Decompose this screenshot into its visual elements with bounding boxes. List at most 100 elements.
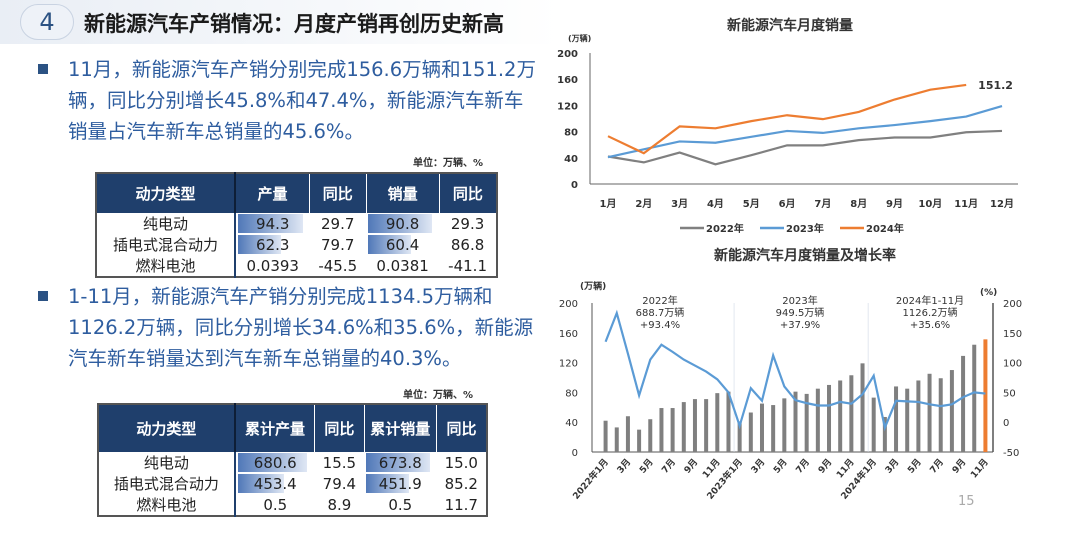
- table-cell: 94.3: [235, 213, 309, 234]
- y2-tick-label: -50: [1003, 448, 1019, 459]
- sales-bar: [972, 344, 977, 452]
- table-cell: 8.9: [315, 494, 364, 516]
- y-tick-label: 40: [564, 154, 578, 165]
- table-row: 纯电动 680.6 15.5 673.8 15.0: [98, 452, 487, 473]
- table-cell: 11.7: [437, 494, 487, 516]
- data-bar: [238, 235, 281, 254]
- cell-text: 680.6: [253, 453, 297, 472]
- cell-text: 0.5: [263, 495, 288, 514]
- page-title: 新能源汽车产销情况：月度产销再创历史新高: [84, 12, 504, 36]
- sales-bar: [637, 429, 642, 452]
- table-cell: -45.5: [309, 255, 366, 277]
- x-tick-label: 7月: [928, 457, 946, 476]
- data-label: 151.2: [978, 79, 1013, 92]
- sales-bar: [625, 416, 630, 452]
- y-tick-label: 80: [564, 128, 578, 139]
- x-tick-label: 5月: [743, 198, 760, 210]
- x-tick-label: 9月: [816, 457, 834, 476]
- ytd-table: 动力类型 累计产量 同比 累计销量 同比 纯电动 680.6 15.5 673.8 15.0 插电式…: [97, 403, 488, 517]
- sales-bar: [737, 421, 742, 452]
- table-cell: 451.9: [364, 473, 437, 494]
- table-cell: 燃料电池: [96, 255, 237, 277]
- x-tick-label: 6月: [779, 198, 796, 210]
- annotation-label: 2022年: [642, 294, 677, 307]
- annotation-growth: +37.9%: [780, 320, 820, 331]
- x-tick-label: 10月: [918, 198, 942, 210]
- table-cell: 纯电动: [96, 213, 237, 234]
- november-table: 动力类型 产量 同比 销量 同比 纯电动 94.3 29.7 90.8 29.3 插电式混合动力 62…: [95, 172, 498, 278]
- cell-text: 11.7: [444, 495, 478, 514]
- page-number: 15: [958, 494, 975, 509]
- x-tick-label: 11月: [834, 457, 856, 481]
- x-tick-label: 7月: [660, 457, 678, 476]
- table-header-row: 动力类型 累计产量 同比 累计销量 同比: [98, 404, 488, 452]
- data-bar: [366, 474, 409, 493]
- cell-text: 燃料电池: [136, 496, 197, 514]
- cell-text: 燃料电池: [135, 257, 196, 275]
- cell-text: 纯电动: [143, 454, 189, 472]
- annotation-growth: +35.6%: [910, 320, 950, 331]
- annotation-total: 949.5万辆: [776, 306, 825, 319]
- cell-text: 79.7: [321, 235, 355, 254]
- y2-tick-label: 100: [1003, 359, 1022, 370]
- table-row: 插电式混合动力 453.4 79.4 451.9 85.2: [98, 473, 487, 494]
- cell-text: 85.2: [444, 474, 478, 493]
- y-axis-label: (万辆): [568, 33, 591, 43]
- table-cell: 15.0: [437, 452, 487, 473]
- header-bar: [0, 0, 560, 44]
- legend-label: 2024年: [866, 222, 904, 235]
- cell-text: 86.8: [450, 235, 485, 254]
- sales-bar: [648, 419, 653, 452]
- sales-bar: [726, 391, 731, 452]
- x-tick-label: 11月: [700, 457, 722, 481]
- x-tick-label: 9月: [950, 457, 968, 476]
- table-cell: 纯电动: [98, 452, 236, 473]
- x-tick-label: 3月: [749, 457, 767, 476]
- monthly-sales-growth-chart: 新能源汽车月度销量及增长率 (万辆) (%) 0 40 80 120 160 200 -50 0 50…: [559, 247, 1022, 502]
- sales-bar: [715, 393, 720, 452]
- sales-bar: [894, 386, 899, 452]
- table-cell: 0.5: [364, 494, 437, 516]
- table-cell: 燃料电池: [98, 494, 236, 516]
- sales-bar: [759, 403, 764, 452]
- sales-bar: [905, 388, 910, 452]
- table-cell: 29.7: [309, 213, 366, 234]
- y-tick-label: 160: [559, 329, 578, 340]
- table-cell: 673.8: [364, 452, 437, 473]
- column-header: 动力类型: [98, 404, 236, 452]
- annotation-label: 2024年1-11月: [896, 294, 964, 307]
- sales-bar: [704, 399, 709, 452]
- sales-bar: [927, 373, 932, 452]
- series-line-2023年: [607, 104, 1003, 159]
- table-cell: 15.5: [315, 452, 364, 473]
- data-bar: [238, 214, 303, 233]
- cell-text: 0.0393: [246, 256, 299, 275]
- sales-bar: [603, 420, 608, 452]
- unit-label: 单位：万辆、%: [413, 158, 484, 169]
- y-tick-label: 0: [571, 180, 578, 191]
- unit-label: 单位：万辆、%: [403, 390, 474, 401]
- column-header: 同比: [309, 173, 367, 213]
- cell-text: -45.5: [318, 256, 358, 275]
- x-tick-label: 5月: [905, 457, 923, 476]
- monthly-sales-line-chart: 新能源汽车月度销量 (万辆) 0 40 80 120 160 200 1月 2月 3月 4月 5月 6月 7…: [557, 17, 1018, 235]
- y2-tick-label: 50: [1003, 388, 1016, 399]
- table-cell: 90.8: [366, 213, 439, 234]
- cell-text: 0.0381: [376, 256, 429, 275]
- bullet-icon: [38, 64, 48, 74]
- chart-title: 新能源汽车月度销量及增长率: [714, 247, 896, 264]
- column-header: 同比: [314, 404, 365, 452]
- summary-ytd: 1-11月，新能源汽车产销分别完成1134.5万辆和1126.2万辆，同比分别增…: [68, 285, 534, 370]
- sales-bar: [827, 384, 832, 452]
- table-cell: 86.8: [439, 234, 497, 255]
- cell-text: 29.7: [321, 214, 355, 233]
- cell-text: 453.4: [253, 474, 297, 493]
- series-line-2024年: [607, 83, 967, 155]
- x-tick-label: 7月: [794, 457, 812, 476]
- x-tick-label: 2022年1月: [570, 456, 611, 501]
- cell-text: 673.8: [378, 453, 422, 472]
- data-bar: [366, 453, 430, 472]
- y-tick-label: 0: [572, 448, 578, 459]
- column-header: 累计产量: [234, 404, 316, 452]
- table-cell: 0.5: [235, 494, 315, 516]
